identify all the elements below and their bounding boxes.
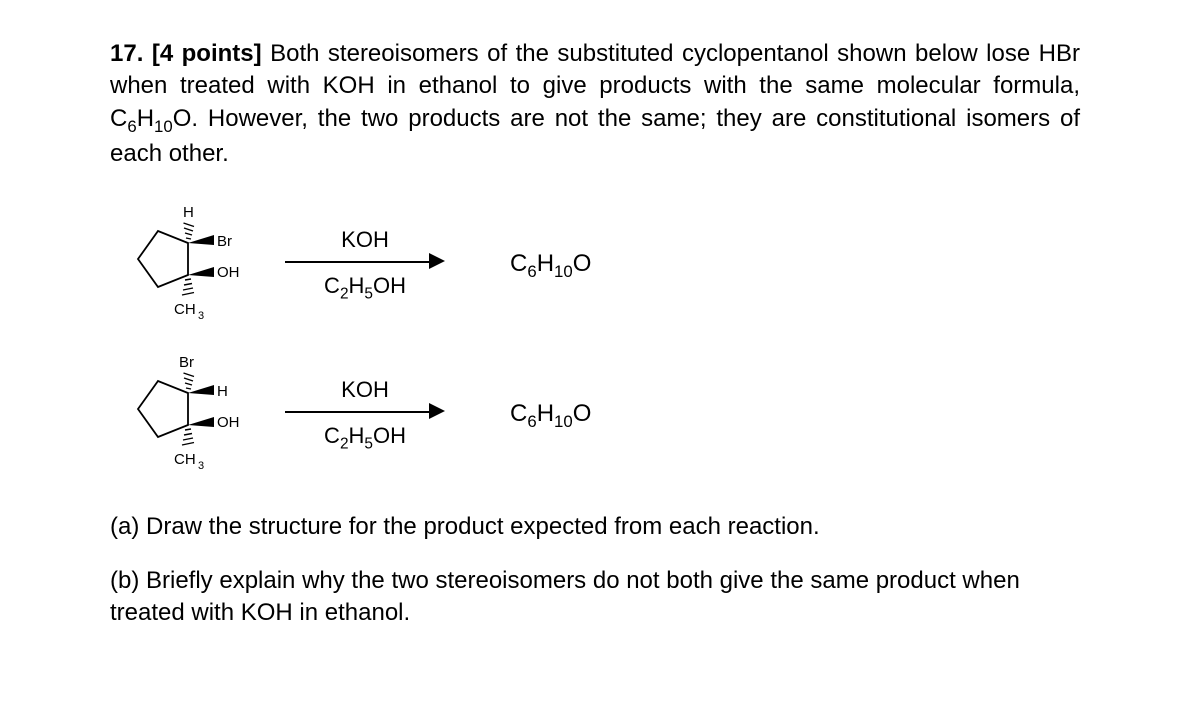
molecule-1: H Br OH CH 3 <box>120 201 260 331</box>
reaction-arrow-1: KOH C2H5OH <box>270 227 460 303</box>
reaction-1: H Br OH CH 3 <box>120 201 1080 331</box>
reagent-koh: KOH <box>341 377 389 403</box>
q-points: [4 points] <box>152 40 262 67</box>
reaction-schemes: H Br OH CH 3 <box>120 201 1080 481</box>
svg-text:OH: OH <box>217 264 240 281</box>
sub-questions: (a) Draw the structure for the product e… <box>110 511 1080 630</box>
svg-text:Br: Br <box>179 354 194 371</box>
question-intro: 17. [4 points] Both stereoisomers of the… <box>110 38 1080 171</box>
part-a: (a) Draw the structure for the product e… <box>110 511 1080 543</box>
reaction-arrow-2: KOH C2H5OH <box>270 377 460 453</box>
svg-text:Br: Br <box>217 233 232 250</box>
reagent-koh: KOH <box>341 227 389 253</box>
arrow-icon <box>285 255 445 269</box>
reaction-2: Br H OH CH 3 <box>120 351 1080 481</box>
reagent-ethanol: C2H5OH <box>324 423 406 453</box>
svg-text:3: 3 <box>198 310 204 322</box>
q-number: 17. <box>110 40 143 67</box>
arrow-icon <box>285 405 445 419</box>
product-formula-1: C6H10O <box>510 250 591 282</box>
product-formula-2: C6H10O <box>510 400 591 432</box>
svg-text:H: H <box>217 383 228 400</box>
svg-text:3: 3 <box>198 460 204 472</box>
molecule-2: Br H OH CH 3 <box>120 351 260 481</box>
intro-formula: C6H10O <box>110 105 191 132</box>
svg-text:OH: OH <box>217 414 240 431</box>
intro-suffix: . However, the two products are not the … <box>110 105 1080 167</box>
reagent-ethanol: C2H5OH <box>324 273 406 303</box>
part-b: (b) Briefly explain why the two stereois… <box>110 565 1080 630</box>
svg-text:CH: CH <box>174 451 196 468</box>
svg-text:H: H <box>183 204 194 221</box>
svg-text:CH: CH <box>174 301 196 318</box>
